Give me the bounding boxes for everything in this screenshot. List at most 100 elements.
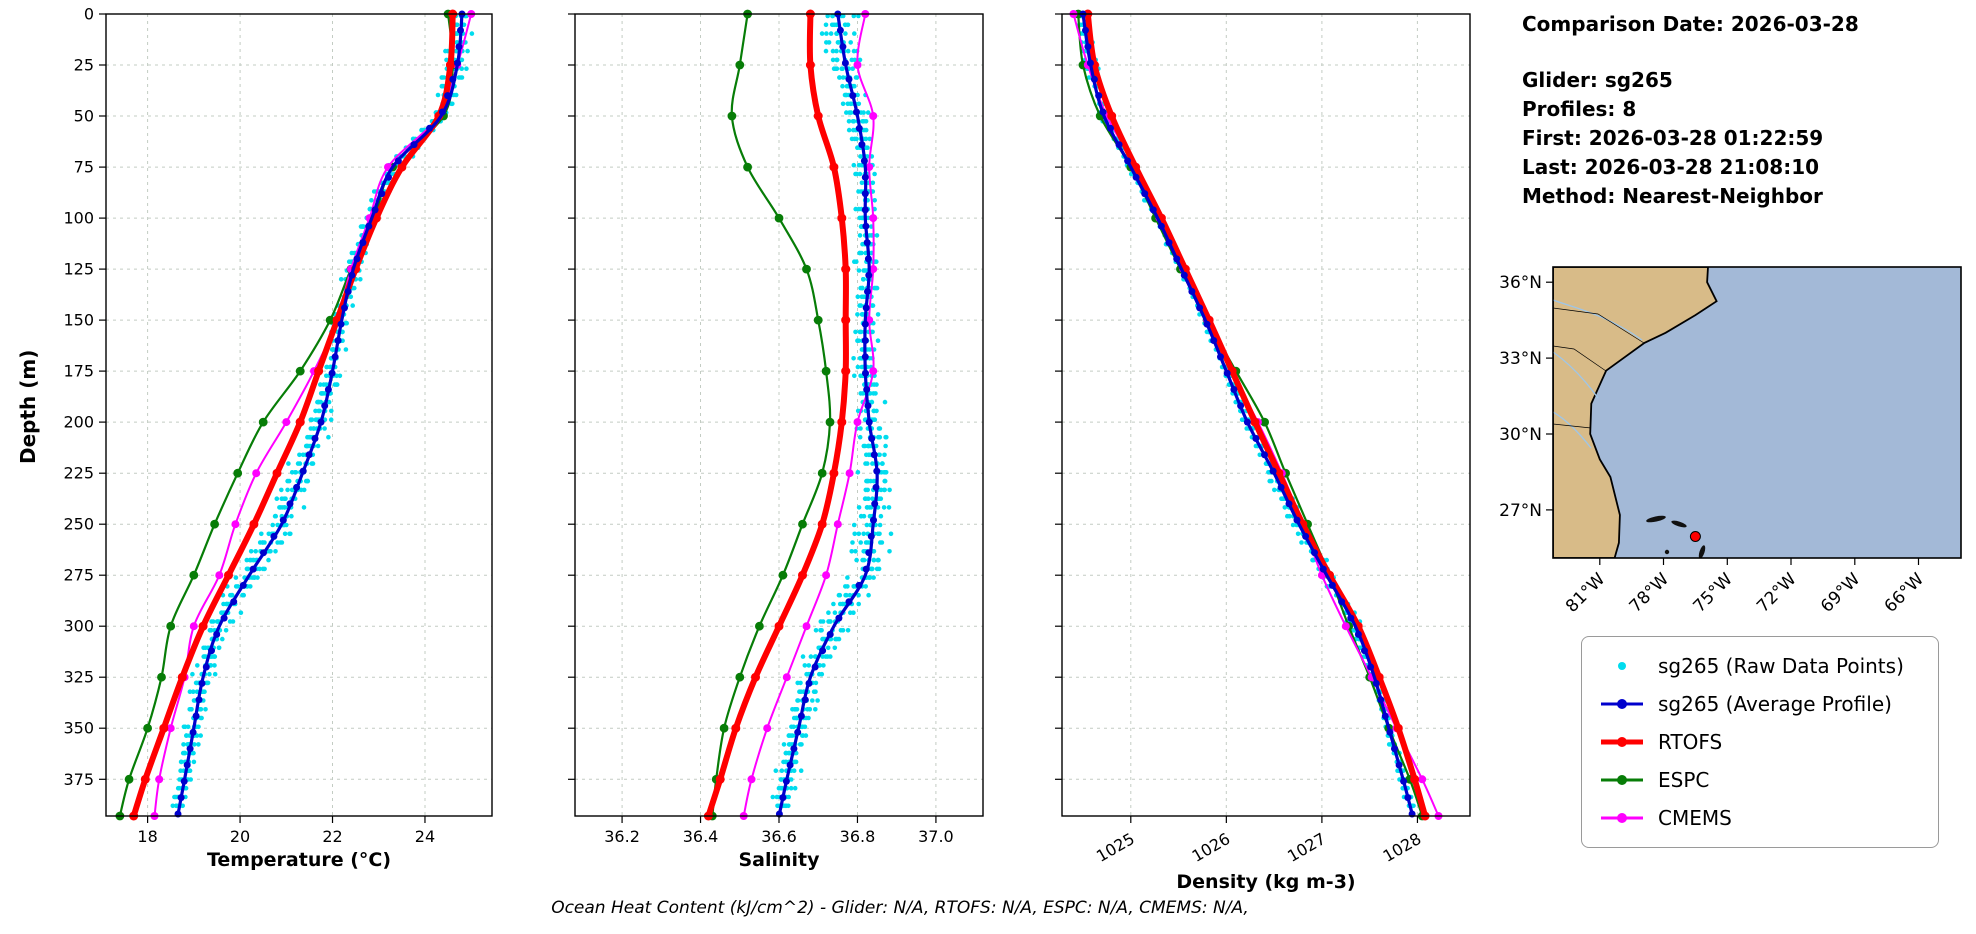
x-tick-label: 18 [137, 827, 157, 846]
x-tick-label: 22 [322, 827, 342, 846]
depth-tick-label: 100 [63, 209, 94, 228]
rtofs-series [703, 9, 851, 821]
axis-ticks: 18 20 22 24 0 25 50 75 100 125 150 175 200 225 250 275 3… [63, 5, 435, 847]
bahamas-island [1698, 545, 1706, 558]
glider-location-marker [1689, 531, 1701, 542]
lon-tick-label: 66°W [1881, 569, 1928, 616]
lon-tick-label: 72°W [1753, 569, 1800, 616]
legend-label: RTOFS [1658, 730, 1723, 754]
bahamas-island [1671, 520, 1687, 528]
espc-series [115, 9, 458, 821]
glider-avg-series [174, 10, 466, 818]
x-tick-label: 37.0 [918, 827, 954, 846]
method-line: Method: Nearest-Neighbor [1522, 184, 1823, 208]
map-border [1552, 266, 1962, 559]
legend-marker-rtofs [1601, 737, 1643, 747]
legend: sg265 (Raw Data Points) sg265 (Average Pr… [1581, 636, 1939, 848]
depth-tick-label: 325 [63, 668, 94, 687]
x-tick-label: 24 [415, 827, 435, 846]
x-tick-label: 1025 [1093, 829, 1138, 866]
glider-avg-series [775, 10, 881, 818]
metadata-gap [1522, 39, 1859, 66]
lon-tick-label: 81°W [1562, 569, 1609, 616]
depth-tick-label: 200 [63, 413, 94, 432]
lat-tick-label: 27°N [1499, 501, 1542, 521]
x-tick-label: 1028 [1380, 829, 1425, 866]
x-tick-label: 1026 [1189, 829, 1234, 866]
glider-line: Glider: sg265 [1522, 68, 1673, 92]
glider-avg-series [1079, 10, 1416, 818]
x-axis-title: Salinity [738, 849, 820, 871]
depth-tick-label: 350 [63, 719, 94, 738]
x-tick-label: 36.8 [840, 827, 876, 846]
lat-tick-label: 30°N [1499, 425, 1542, 445]
x-tick-label: 1027 [1284, 829, 1329, 866]
state-border-line [1553, 423, 1592, 429]
legend-marker-cmems [1601, 813, 1643, 823]
x-tick-label: 36.6 [761, 827, 797, 846]
raw-scatter [1076, 13, 1416, 809]
x-tick-label: 20 [230, 827, 250, 846]
lon-tick-label: 75°W [1689, 569, 1736, 616]
river-line [1553, 351, 1599, 399]
lon-tick-label: 69°W [1817, 569, 1864, 616]
location-map: 36°N 33°N 30°N 27°N 81°W 78°W 75°W 72°W 69°W 66°W [1499, 266, 1962, 617]
state-border-line [1553, 345, 1607, 372]
x-axis-title: Density (kg m-3) [1176, 871, 1355, 893]
river-line [1553, 411, 1592, 449]
legend-item: sg265 (Raw Data Points) [1598, 647, 1922, 685]
lat-tick-label: 33°N [1499, 349, 1542, 369]
depth-tick-label: 0 [84, 5, 94, 24]
x-tick-label: 36.4 [683, 827, 719, 846]
legend-label: sg265 (Average Profile) [1658, 692, 1892, 716]
grid-lines [575, 13, 983, 816]
legend-item: sg265 (Average Profile) [1598, 685, 1922, 723]
bahamas-island [1646, 515, 1666, 523]
depth-tick-label: 125 [63, 260, 94, 279]
lon-tick-label: 78°W [1626, 569, 1673, 616]
map-contents [1553, 267, 1961, 558]
depth-tick-label: 25 [74, 56, 94, 75]
legend-marker-raw [1618, 662, 1626, 670]
profiles-line: Profiles: 8 [1522, 97, 1637, 121]
salinity-panel: 36.2 36.4 36.6 36.8 37.0 Salinity [568, 9, 984, 871]
depth-tick-label: 225 [63, 464, 94, 483]
depth-axis-label: Depth (m) [16, 349, 40, 464]
metadata-block: Comparison Date: 2026-03-28 Glider: sg26… [1522, 10, 1859, 211]
bahamas-island [1664, 549, 1670, 555]
first-line: First: 2026-03-28 01:22:59 [1522, 126, 1824, 150]
axis-ticks: 36.2 36.4 36.6 36.8 37.0 [568, 13, 954, 846]
land-polygon [1553, 267, 1718, 558]
ohc-caption: Ocean Heat Content (kJ/cm^2) - Glider: N… [551, 898, 1249, 918]
depth-tick-label: 150 [63, 311, 94, 330]
depth-tick-label: 375 [63, 770, 94, 789]
depth-tick-label: 250 [63, 515, 94, 534]
espc-series [707, 9, 835, 821]
axis-ticks: 1025 1026 1027 1028 [1055, 13, 1425, 866]
lat-tick-label: 36°N [1499, 273, 1542, 293]
density-panel: 1025 1026 1027 1028 Density (kg m-3) [1055, 9, 1471, 893]
legend-marker-glider_avg [1601, 699, 1643, 709]
legend-item: ESPC [1598, 761, 1922, 799]
x-tick-label: 36.2 [604, 827, 640, 846]
grid-lines [106, 13, 492, 816]
depth-tick-label: 300 [63, 617, 94, 636]
last-line: Last: 2026-03-28 21:08:10 [1522, 155, 1820, 179]
depth-tick-label: 275 [63, 566, 94, 585]
temperature-panel: 18 20 22 24 0 25 50 75 100 125 150 175 200 225 250 275 3… [63, 5, 493, 871]
legend-label: sg265 (Raw Data Points) [1658, 654, 1904, 678]
state-border-line [1553, 307, 1645, 344]
legend-marker-espc [1601, 775, 1643, 785]
depth-tick-label: 75 [74, 158, 94, 177]
raw-scatter [770, 13, 894, 809]
depth-tick-label: 175 [63, 362, 94, 381]
depth-tick-label: 50 [74, 107, 94, 126]
x-axis-title: Temperature (°C) [207, 849, 391, 871]
profile-plots: 18 20 22 24 0 25 50 75 100 125 150 175 200 225 250 275 3… [63, 5, 1471, 893]
legend-item: RTOFS [1598, 723, 1922, 761]
legend-label: ESPC [1658, 768, 1710, 792]
comparison-date-line: Comparison Date: 2026-03-28 [1522, 12, 1859, 36]
grid-lines [1062, 13, 1470, 816]
legend-item: CMEMS [1598, 799, 1922, 837]
